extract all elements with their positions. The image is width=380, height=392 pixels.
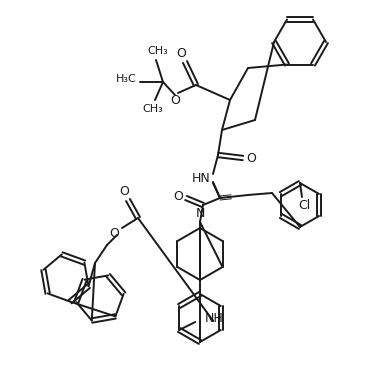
Text: HN: HN	[192, 172, 211, 185]
Text: CH₃: CH₃	[142, 104, 163, 114]
Text: CH₃: CH₃	[147, 46, 168, 56]
Text: NH: NH	[205, 312, 224, 325]
Text: Cl: Cl	[298, 198, 310, 212]
Text: O: O	[173, 189, 183, 203]
Text: O: O	[119, 185, 129, 198]
Text: H₃C: H₃C	[116, 74, 136, 84]
Text: O: O	[109, 227, 119, 240]
Text: O: O	[176, 47, 186, 60]
Text: O: O	[246, 151, 256, 165]
Text: N: N	[195, 207, 205, 220]
Text: O: O	[170, 94, 180, 107]
